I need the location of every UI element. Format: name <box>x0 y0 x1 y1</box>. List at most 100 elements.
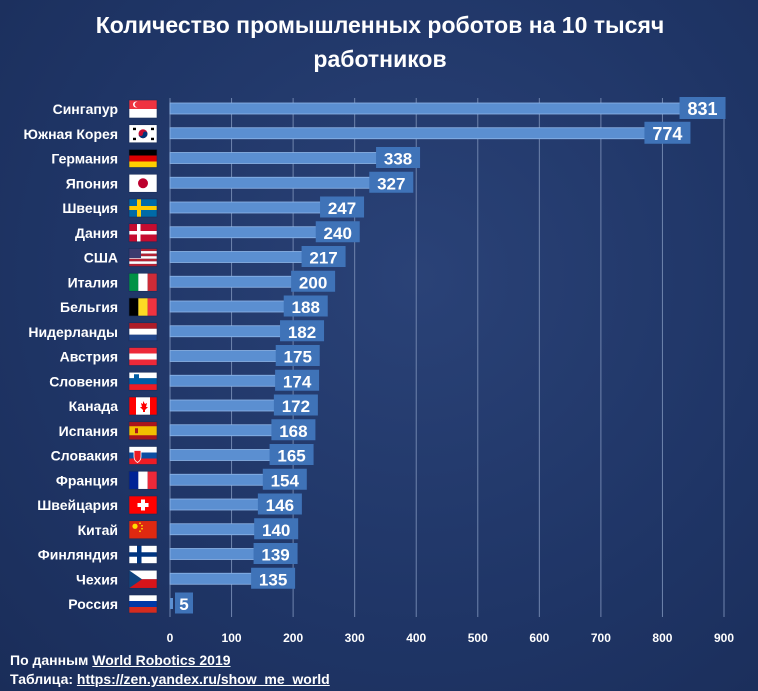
bar <box>169 523 257 536</box>
country-label: Франция <box>56 472 118 488</box>
value-label: 140 <box>262 521 290 540</box>
bar <box>169 201 323 214</box>
spain-flag-icon <box>128 421 158 441</box>
bar <box>169 498 261 511</box>
value-label-box <box>251 567 296 589</box>
country-label: Россия <box>68 596 118 612</box>
netherlands-flag-icon <box>128 322 158 342</box>
value-label: 182 <box>288 323 316 342</box>
bar <box>169 251 304 263</box>
value-label: 172 <box>282 397 310 416</box>
usa-flag-icon <box>128 248 158 267</box>
value-label: 247 <box>328 199 356 218</box>
value-label: 165 <box>277 447 305 466</box>
table-credit-link[interactable]: https://zen.yandex.ru/show_me_world <box>76 671 330 687</box>
country-label: Швеция <box>62 200 118 216</box>
bar <box>169 176 372 189</box>
x-tick-label: 500 <box>468 631 488 645</box>
bar <box>169 374 278 387</box>
bar <box>169 449 272 461</box>
x-tick-label: 300 <box>345 631 365 645</box>
value-label: 5 <box>179 595 188 614</box>
belgium-flag-icon <box>128 297 158 317</box>
value-label-box <box>262 468 307 490</box>
value-label: 200 <box>299 273 327 292</box>
country-label: США <box>84 250 118 266</box>
bar <box>169 226 319 239</box>
country-label: Япония <box>66 175 118 191</box>
value-label: 188 <box>292 298 320 317</box>
country-label: Чехия <box>76 571 118 587</box>
value-label-box <box>257 493 302 515</box>
x-tick-label: 900 <box>714 631 734 645</box>
japan-flag-icon <box>128 173 158 193</box>
value-label: 217 <box>309 249 337 268</box>
country-label: Словакия <box>51 448 118 464</box>
value-label-box <box>291 270 336 292</box>
austria-flag-icon <box>128 347 158 366</box>
bar <box>169 424 274 437</box>
bar <box>169 325 283 338</box>
value-label: 327 <box>377 174 405 193</box>
country-label: Австрия <box>60 349 118 365</box>
switzerland-flag-icon <box>128 495 158 515</box>
value-label-box <box>283 295 328 317</box>
x-tick-label: 600 <box>529 631 549 645</box>
singapore-flag-icon <box>128 99 158 119</box>
country-label: Германия <box>51 151 118 167</box>
bar <box>169 152 379 164</box>
country-label: Швейцария <box>37 497 118 513</box>
value-label: 338 <box>384 150 412 169</box>
country-label: Южная Корея <box>24 126 118 142</box>
italy-flag-icon <box>128 272 158 292</box>
denmark-flag-icon <box>128 223 158 243</box>
france-flag-icon <box>128 470 158 490</box>
value-label-box <box>253 543 298 564</box>
bar <box>169 102 682 115</box>
source-link[interactable]: World Robotics 2019 <box>92 652 231 668</box>
x-tick-label: 800 <box>652 631 672 645</box>
value-label-box <box>275 345 320 366</box>
country-label: Сингапур <box>53 101 118 117</box>
source-prefix: По данным <box>10 652 89 668</box>
value-label-box <box>175 592 193 614</box>
x-tick-label: 700 <box>591 631 611 645</box>
value-label-box <box>376 147 421 168</box>
bar <box>169 572 254 585</box>
country-label: Китай <box>78 522 118 538</box>
country-label: Дания <box>75 225 118 241</box>
value-label-box <box>273 394 318 416</box>
x-tick-label: 100 <box>222 631 242 645</box>
x-tick-label: 0 <box>167 631 174 645</box>
table-credit-line: Таблица: https://zen.yandex.ru/show_me_w… <box>10 671 330 687</box>
country-label: Нидерланды <box>28 324 118 340</box>
value-label: 154 <box>271 471 300 490</box>
value-label-box <box>369 171 414 193</box>
value-label: 174 <box>283 372 312 391</box>
russia-flag-icon <box>128 594 158 614</box>
table-credit-prefix: Таблица: <box>10 671 74 687</box>
bar <box>169 275 294 288</box>
country-label: Бельгия <box>60 299 118 315</box>
value-label-box <box>301 246 346 267</box>
value-label: 175 <box>284 348 312 367</box>
value-label: 139 <box>261 546 289 565</box>
value-label-box <box>271 419 316 441</box>
value-label: 831 <box>688 99 718 119</box>
sweden-flag-icon <box>128 198 158 218</box>
value-label: 135 <box>259 570 287 589</box>
country-label: Италия <box>68 274 118 290</box>
value-label-box <box>679 97 726 119</box>
value-label: 146 <box>266 496 294 515</box>
bar <box>169 548 256 560</box>
canada-flag-icon <box>128 396 158 416</box>
country-label: Словения <box>49 373 118 389</box>
x-tick-label: 400 <box>406 631 426 645</box>
country-label: Канада <box>69 398 119 414</box>
bar <box>170 598 173 609</box>
value-label-box <box>269 444 314 465</box>
value-label-box <box>275 369 320 391</box>
slovakia-flag-icon <box>128 446 158 465</box>
